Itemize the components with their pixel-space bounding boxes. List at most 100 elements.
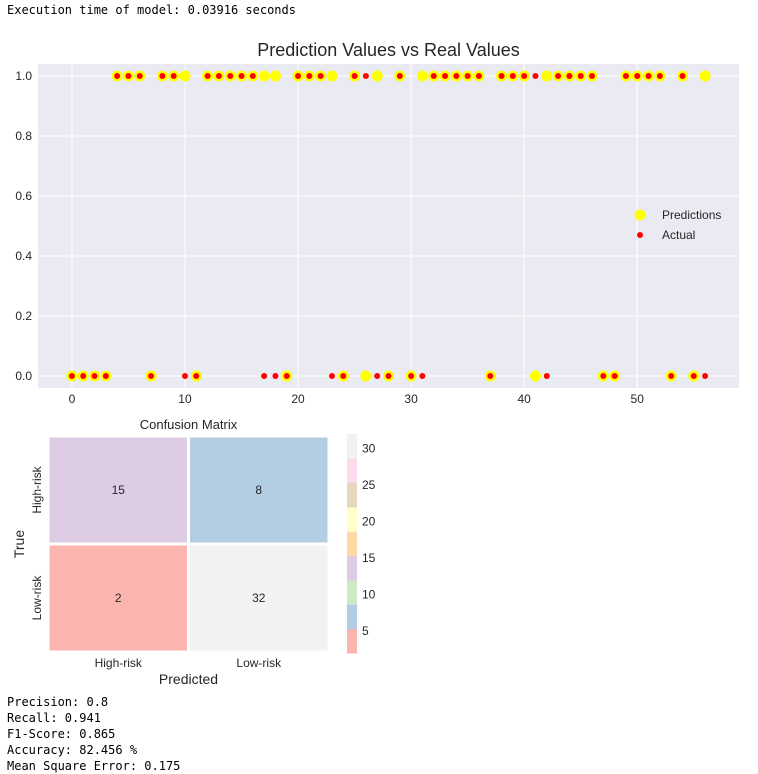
prediction-point <box>360 370 372 382</box>
colorbar-tick-label: 15 <box>362 551 376 565</box>
actual-point <box>634 73 641 79</box>
legend-actual-marker <box>637 232 643 238</box>
y-tick-label: 1.0 <box>15 69 32 83</box>
actual-point <box>193 373 200 379</box>
colorbar-tick-label: 5 <box>362 624 369 638</box>
actual-point <box>170 73 177 79</box>
execution-time-text: Execution time of model: 0.03916 seconds <box>7 3 296 17</box>
y-tick-label: 0.6 <box>15 189 32 203</box>
actual-point <box>159 73 166 79</box>
actual-point <box>283 373 290 379</box>
colorbar-segment <box>347 604 357 630</box>
colorbar-tick-label: 30 <box>362 442 376 456</box>
actual-point <box>385 373 392 379</box>
x-category-label: High-risk <box>95 656 143 670</box>
actual-point <box>340 373 347 379</box>
actual-point <box>679 73 686 79</box>
y-category-label: Low-risk <box>30 575 44 621</box>
actual-point <box>453 73 460 79</box>
scatter-x-ticks: 0 10 20 30 40 50 <box>69 392 645 406</box>
actual-point <box>543 373 550 379</box>
actual-point <box>317 73 324 79</box>
actual-point <box>148 373 155 379</box>
y-tick-label: 0.8 <box>15 129 32 143</box>
metric-line: Precision: 0.8 <box>7 695 109 709</box>
x-tick-label: 10 <box>178 392 192 406</box>
legend-predictions-label: Predictions <box>662 208 721 222</box>
y-category-label: High-risk <box>30 465 44 513</box>
colorbar-segment <box>347 580 357 605</box>
scatter-plot-background <box>38 64 739 388</box>
x-tick-label: 20 <box>291 392 305 406</box>
actual-point <box>487 373 494 379</box>
x-axis-label: Predicted <box>159 671 218 687</box>
prediction-point <box>416 70 428 82</box>
metric-line: Recall: 0.941 <box>7 711 101 725</box>
colorbar-segment <box>347 507 357 532</box>
actual-point <box>295 73 302 79</box>
actual-point <box>396 73 403 79</box>
actual-point <box>555 73 562 79</box>
prediction-point <box>541 70 553 82</box>
confusion-matrix-cells: 15 8 2 32 <box>46 434 331 654</box>
actual-point <box>114 73 121 79</box>
confusion-matrix-axis-labels: High-risk Low-risk High-risk Low-risk Predic… <box>11 465 282 687</box>
actual-point <box>181 373 188 379</box>
y-tick-label: 0.4 <box>15 249 32 263</box>
actual-point <box>136 73 143 79</box>
confusion-matrix-cell-value: 8 <box>255 483 262 497</box>
colorbar-segment <box>347 482 357 508</box>
scatter-chart-title: Prediction Values vs Real Values <box>257 40 519 60</box>
actual-point <box>509 73 516 79</box>
metric-line: Mean Square Error: 0.175 <box>7 759 181 773</box>
x-tick-label: 30 <box>404 392 418 406</box>
actual-point <box>498 73 505 79</box>
confusion-matrix-cell-value: 15 <box>112 483 126 497</box>
prediction-point <box>699 70 711 82</box>
actual-point <box>80 373 87 379</box>
colorbar-segment <box>347 628 357 654</box>
actual-point <box>589 73 596 79</box>
scatter-chart: Prediction Values vs Real Values 0.00.20… <box>15 40 739 406</box>
colorbar-segment <box>347 458 357 484</box>
actual-point <box>125 73 132 79</box>
y-tick-label: 0.2 <box>15 309 32 323</box>
actual-point <box>351 73 358 79</box>
actual-point <box>611 373 618 379</box>
confusion-matrix-cell <box>187 434 331 546</box>
actual-point <box>272 373 279 379</box>
actual-point <box>566 73 573 79</box>
actual-point <box>577 73 584 79</box>
actual-point <box>668 373 675 379</box>
actual-point <box>238 73 245 79</box>
confusion-matrix-colorbar: 5 10 15 20 25 30 <box>347 434 376 654</box>
actual-point <box>419 373 426 379</box>
actual-point <box>306 73 313 79</box>
confusion-matrix-cell <box>46 542 190 654</box>
confusion-matrix-cell-value: 32 <box>252 591 266 605</box>
actual-series <box>68 73 709 379</box>
prediction-point <box>269 70 281 82</box>
prediction-point <box>258 70 270 82</box>
x-category-label: Low-risk <box>236 656 282 670</box>
colorbar-segment <box>347 555 357 581</box>
colorbar-tick-label: 10 <box>362 588 376 602</box>
x-tick-label: 0 <box>69 392 76 406</box>
actual-point <box>645 73 652 79</box>
predictions-series <box>66 70 711 382</box>
x-tick-label: 50 <box>631 392 645 406</box>
actual-point <box>249 73 256 79</box>
actual-point <box>215 73 222 79</box>
prediction-point <box>371 70 383 82</box>
actual-point <box>91 373 98 379</box>
actual-point <box>227 73 234 79</box>
actual-point <box>408 373 415 379</box>
actual-point <box>521 73 528 79</box>
prediction-point <box>529 370 541 382</box>
actual-point <box>328 373 335 379</box>
colorbar-segment <box>347 531 357 557</box>
confusion-matrix-cell <box>46 434 190 546</box>
confusion-matrix-title: Confusion Matrix <box>140 417 238 432</box>
colorbar-tick-label: 20 <box>362 515 376 529</box>
actual-point <box>475 73 482 79</box>
